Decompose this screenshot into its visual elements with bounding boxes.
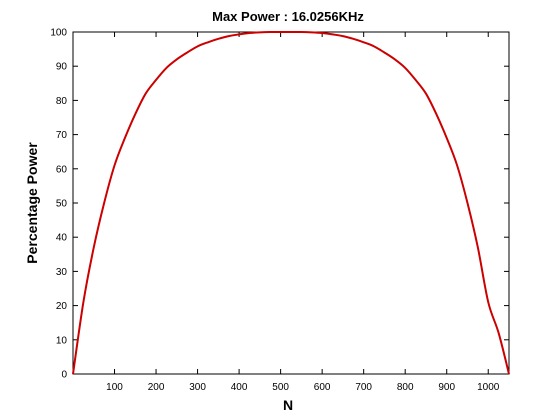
x-tick-label: 900 (438, 382, 455, 393)
x-tick-label: 400 (231, 382, 248, 393)
x-tick-label: 700 (355, 382, 372, 393)
y-tick-label: 10 (56, 335, 68, 346)
y-tick-label: 50 (56, 199, 68, 210)
x-tick-label: 1000 (477, 382, 500, 393)
x-tick-label: 600 (314, 382, 331, 393)
x-tick-label: 300 (189, 382, 206, 393)
x-axis-label: N (283, 397, 293, 413)
y-tick-label: 80 (56, 96, 68, 107)
y-tick-label: 40 (56, 233, 68, 244)
series-layer (72, 30, 510, 375)
y-tick-label: 60 (56, 164, 68, 175)
y-tick-label: 70 (56, 130, 68, 141)
y-tick-label: 30 (56, 267, 68, 278)
y-tick-label: 100 (50, 28, 67, 39)
y-tick-label: 20 (56, 301, 68, 312)
plot-area (72, 31, 510, 375)
y-axis-ticks: 0 10 20 30 40 50 60 70 80 90 100 (50, 28, 509, 381)
chart-title: Max Power : 16.0256KHz (212, 9, 364, 24)
power-curve-line (72, 30, 510, 375)
x-tick-label: 800 (397, 382, 414, 393)
y-tick-label: 90 (56, 62, 68, 73)
y-axis-label: Percentage Power (24, 142, 40, 264)
x-axis-ticks: 100 200 300 400 500 600 700 800 900 1000 (106, 32, 500, 393)
y-tick-label: 0 (61, 370, 67, 381)
x-tick-label: 500 (272, 382, 289, 393)
x-tick-label: 100 (106, 382, 123, 393)
x-tick-label: 200 (148, 382, 165, 393)
